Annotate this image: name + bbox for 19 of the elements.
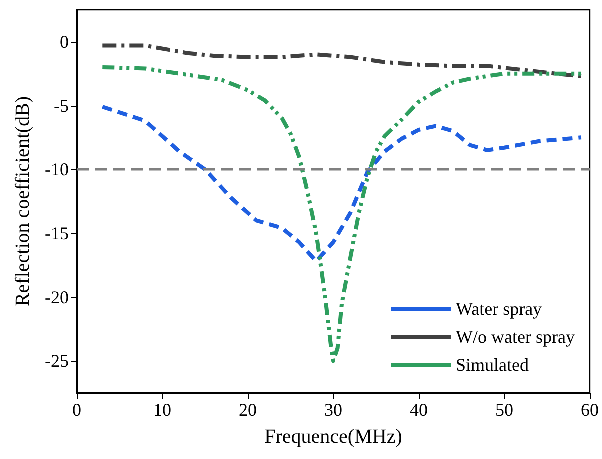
y-axis-title: Reflection coefficient(dB) (12, 96, 34, 307)
y-tick-label: -10 (45, 160, 69, 180)
y-tick-label: -15 (45, 223, 69, 244)
x-tick-label: 60 (581, 400, 599, 420)
x-tick-label: 10 (154, 400, 172, 420)
x-tick-label: 0 (72, 400, 82, 420)
x-tick-label: 40 (410, 400, 428, 420)
y-tick-label: 0 (60, 32, 69, 52)
legend-label: Water spray (456, 299, 542, 319)
legend-label: W/o water spray (456, 327, 575, 347)
x-tick-label: 50 (496, 400, 514, 420)
y-tick-label: -20 (45, 287, 69, 308)
legend-label: Simulated (456, 355, 530, 375)
y-tick-label: -25 (45, 351, 69, 372)
x-tick-label: 20 (239, 400, 257, 420)
x-tick-label: 30 (324, 400, 342, 420)
line-series (100, 44, 584, 78)
y-tick-label: -5 (54, 96, 69, 116)
x-axis-title: Frequence(MHz) (264, 426, 402, 448)
